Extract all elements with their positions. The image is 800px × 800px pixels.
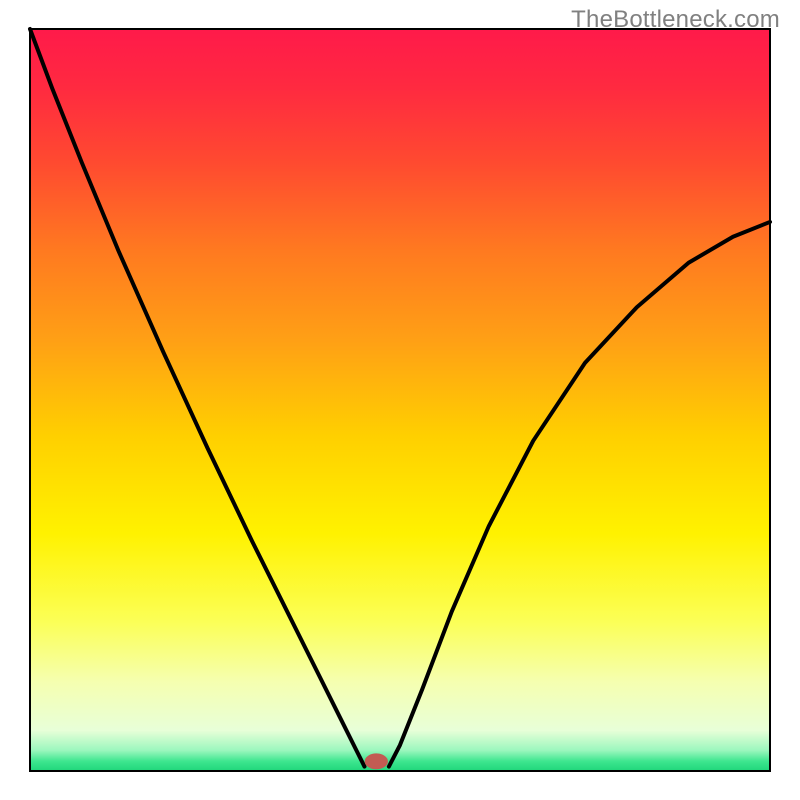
- chart-container: TheBottleneck.com: [0, 0, 800, 800]
- optimal-marker: [365, 754, 387, 769]
- bottleneck-chart-svg: [0, 0, 800, 800]
- watermark-text: TheBottleneck.com: [571, 6, 780, 34]
- plot-background: [30, 29, 770, 771]
